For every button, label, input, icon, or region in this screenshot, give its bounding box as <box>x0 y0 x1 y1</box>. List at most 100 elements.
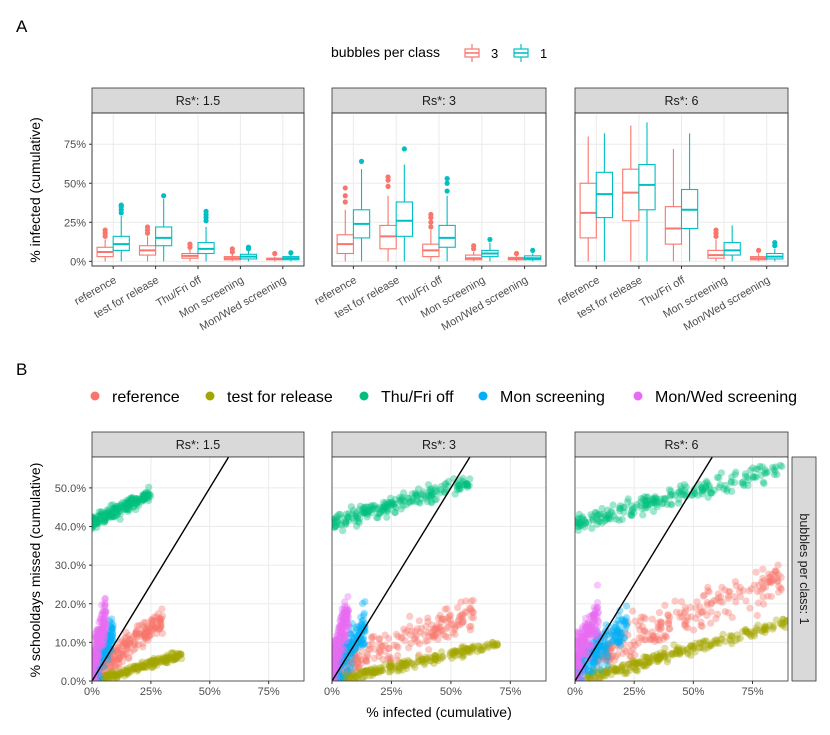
strip-background <box>574 431 789 458</box>
data-point <box>575 522 583 531</box>
data-point <box>575 658 580 666</box>
data-point <box>591 631 599 639</box>
data-point <box>775 588 783 596</box>
data-point <box>584 623 592 631</box>
data-point <box>138 621 146 629</box>
data-point <box>385 498 393 507</box>
data-point <box>148 616 156 624</box>
legend-a-key-1 <box>513 44 529 62</box>
data-point <box>614 629 622 638</box>
data-point <box>761 466 769 474</box>
data-point <box>96 643 104 651</box>
data-point <box>142 492 151 500</box>
data-point <box>113 644 121 652</box>
data-point <box>718 635 726 643</box>
data-point <box>360 627 368 635</box>
data-point <box>409 494 417 502</box>
data-point <box>628 511 636 520</box>
data-point <box>577 659 585 667</box>
data-point <box>699 487 708 495</box>
data-point <box>148 663 156 671</box>
data-point <box>333 652 341 660</box>
data-point <box>414 653 422 661</box>
data-point <box>356 628 364 636</box>
data-point <box>426 653 434 661</box>
data-point <box>156 616 164 624</box>
data-point <box>634 639 642 647</box>
data-point <box>335 673 343 681</box>
data-point <box>657 618 666 627</box>
data-point <box>350 656 358 664</box>
data-point <box>422 622 430 631</box>
data-point <box>589 659 598 667</box>
data-point <box>747 628 755 636</box>
data-point <box>92 634 100 642</box>
box-mon-wed-screening-bubbles-1 <box>766 239 784 262</box>
data-point <box>92 524 96 532</box>
data-point <box>779 619 787 627</box>
data-point <box>458 653 466 661</box>
data-point <box>749 472 758 480</box>
data-point <box>341 615 349 624</box>
data-point <box>387 662 395 670</box>
data-point <box>414 492 422 500</box>
data-point <box>633 667 642 675</box>
data-point <box>733 631 741 639</box>
data-point <box>669 651 677 659</box>
data-point <box>654 656 662 664</box>
data-point <box>108 671 116 679</box>
data-point <box>351 648 359 657</box>
data-point <box>392 630 400 638</box>
data-point <box>770 465 778 473</box>
data-point <box>341 617 349 625</box>
data-point <box>344 514 352 523</box>
data-point <box>781 623 788 632</box>
data-point <box>597 667 605 675</box>
data-point <box>349 636 357 644</box>
data-point <box>590 672 598 680</box>
chart-b: Rs*: 1.50% 25% 50% 75%0.0%10.0%20.0%30.0%40… <box>55 431 817 698</box>
data-point <box>599 668 607 676</box>
data-point <box>613 626 622 635</box>
data-point <box>773 577 782 585</box>
data-point <box>607 508 615 516</box>
legend-a-label-1: 1 <box>540 46 547 61</box>
data-point <box>578 658 586 666</box>
data-point <box>409 661 417 669</box>
data-point <box>597 642 605 651</box>
data-point <box>603 657 611 665</box>
data-point <box>779 615 787 623</box>
data-point <box>667 500 675 508</box>
data-point <box>612 515 620 523</box>
data-point <box>418 658 426 666</box>
data-point <box>338 653 346 661</box>
data-point <box>104 673 112 681</box>
data-point <box>358 508 367 516</box>
data-point <box>350 514 358 522</box>
data-point <box>746 604 754 612</box>
data-point <box>599 637 607 646</box>
data-point <box>100 641 108 649</box>
data-point <box>436 611 444 620</box>
data-point <box>101 594 109 603</box>
data-point <box>361 598 369 606</box>
data-point <box>368 633 376 641</box>
data-point <box>340 631 348 639</box>
data-point <box>421 637 429 646</box>
legend-a-key-3 <box>464 44 480 62</box>
data-point <box>632 503 640 511</box>
data-point <box>649 632 657 640</box>
data-point <box>458 648 466 657</box>
data-point <box>100 636 108 644</box>
data-point <box>118 658 127 666</box>
data-point <box>710 486 719 494</box>
data-point <box>94 626 102 634</box>
data-point <box>337 629 345 637</box>
data-point <box>92 662 96 670</box>
data-point <box>141 632 149 640</box>
data-point <box>122 643 130 652</box>
data-point <box>606 641 614 649</box>
data-point <box>92 653 100 661</box>
data-point <box>778 462 786 471</box>
